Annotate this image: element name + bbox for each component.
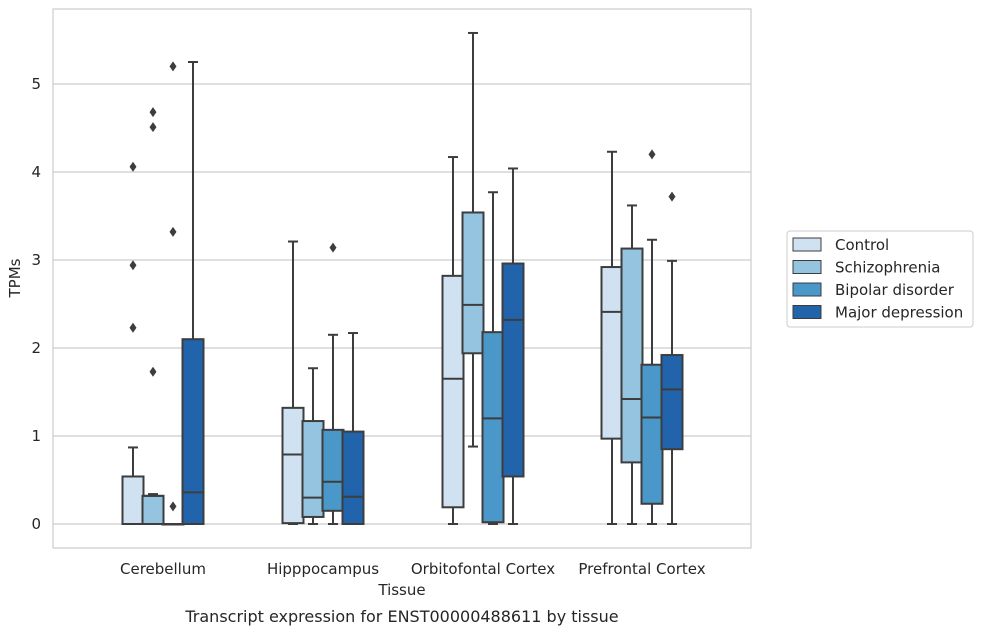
- chart-caption: Transcript expression for ENST0000048861…: [184, 607, 618, 626]
- legend-swatch: [792, 260, 822, 274]
- box-3-1: [620, 204, 644, 525]
- box-body: [281, 406, 305, 525]
- box-groups: [121, 31, 684, 526]
- box-2-1: [461, 31, 485, 448]
- box-body: [501, 262, 525, 478]
- box-2-3: [501, 167, 525, 525]
- x-tick-label: Hipppocampus: [267, 560, 379, 578]
- outlier-point: [129, 161, 137, 172]
- outlier-point: [129, 322, 137, 333]
- box-body: [441, 274, 465, 509]
- box-body: [141, 494, 165, 525]
- x-tick-labels: Cerebellum Hipppocampus Orbitofontal Corte…: [120, 560, 706, 578]
- box-1-3: [341, 332, 365, 526]
- y-tick-label: 0: [31, 515, 41, 533]
- box-body: [600, 266, 624, 440]
- outlier-point: [149, 107, 157, 118]
- box-body: [341, 430, 365, 526]
- box-body: [660, 354, 684, 451]
- plot-frame: [52, 8, 752, 549]
- box-body: [181, 338, 205, 526]
- x-tick-label: Orbitofontal Cortex: [411, 560, 555, 578]
- box-body: [461, 211, 485, 355]
- y-tick-label: 3: [31, 251, 41, 269]
- y-tick-label: 2: [31, 339, 41, 357]
- box-3-2: [640, 149, 664, 525]
- outlier-point: [149, 122, 157, 133]
- legend-label: Schizophrenia: [835, 259, 940, 277]
- y-tick-label: 4: [31, 163, 41, 181]
- x-axis-label: Tissue: [377, 581, 425, 599]
- box-3-0: [600, 150, 624, 525]
- box-1-2: [321, 242, 345, 525]
- outlier-point: [129, 260, 137, 271]
- legend-label: Bipolar disorder: [835, 281, 955, 299]
- box-body: [321, 428, 345, 512]
- box-body: [481, 331, 505, 524]
- y-tick-labels: 0 1 2 3 4 5: [31, 75, 41, 533]
- box-1-0: [281, 240, 305, 525]
- outlier-point: [648, 149, 656, 160]
- box-3-3: [660, 191, 684, 525]
- x-tick-label: Prefrontal Cortex: [578, 560, 705, 578]
- legend-frame: [786, 230, 974, 328]
- box-body: [640, 363, 664, 505]
- y-axis-label: TPMs: [6, 258, 24, 298]
- legend: Control Schizophrenia Bipolar disorder Majo…: [786, 230, 974, 328]
- box-body: [121, 475, 145, 526]
- box-2-0: [441, 156, 465, 525]
- box-0-2: [161, 61, 185, 526]
- box-body: [620, 247, 644, 464]
- legend-swatch: [792, 237, 822, 252]
- x-tick-label: Cerebellum: [120, 560, 206, 578]
- y-tick-label: 5: [31, 75, 41, 93]
- outlier-point: [169, 226, 177, 237]
- box-body: [301, 420, 325, 518]
- box-2-2: [481, 191, 505, 525]
- legend-swatch: [792, 305, 822, 319]
- box-0-1: [141, 107, 165, 525]
- outlier-point: [169, 61, 177, 72]
- outlier-point: [668, 191, 676, 202]
- legend-label: Control: [835, 236, 889, 254]
- legend-swatch: [792, 282, 822, 297]
- outlier-point: [149, 366, 157, 377]
- outlier-point: [329, 242, 337, 253]
- box-1-1: [301, 367, 325, 525]
- legend-label: Major depression: [835, 304, 963, 322]
- box-0-0: [121, 161, 145, 526]
- outlier-point: [169, 501, 177, 512]
- box-0-3: [181, 61, 205, 526]
- y-tick-label: 1: [31, 427, 41, 445]
